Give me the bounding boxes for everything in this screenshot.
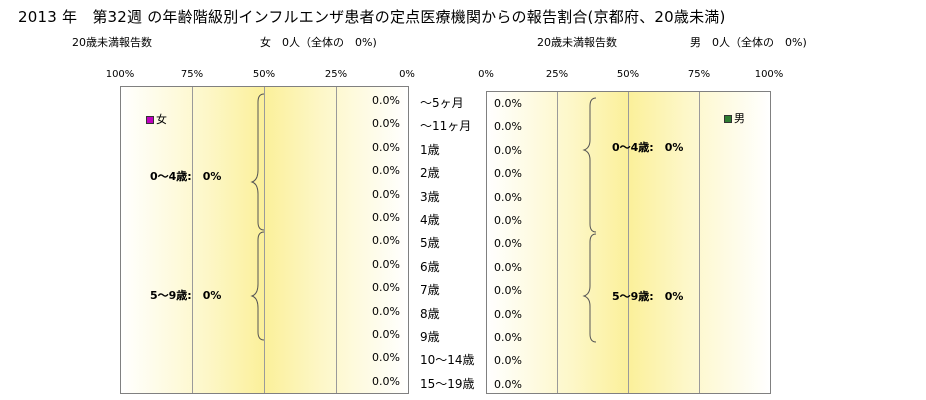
male-group-0-4: 0～4歳: 0% [612, 141, 684, 154]
male-value-label: 0.0% [494, 237, 522, 251]
male-group-5-9: 5～9歳: 0% [612, 290, 684, 303]
male-value-label: 0.0% [494, 190, 522, 204]
age-category-label: 2歳 [420, 166, 440, 181]
female-plot-area [120, 86, 409, 394]
female-x-tick: 0% [399, 69, 415, 80]
age-category-label: 9歳 [420, 330, 440, 344]
male-value-label: 0.0% [494, 167, 522, 181]
male-value-label: 0.0% [494, 260, 522, 274]
female-value-label: 0.0% [372, 164, 400, 178]
female-value-label: 0.0% [372, 187, 400, 201]
male-count-label: 20歳未満報告数 [537, 36, 617, 49]
male-x-tick: 75% [687, 69, 711, 80]
age-category-label: ～11ヶ月 [420, 119, 472, 134]
age-category-label: 6歳 [420, 259, 440, 274]
male-value-label: 0.0% [494, 120, 522, 134]
female-x-tick: 100% [105, 69, 135, 80]
female-value-label: 0.0% [372, 374, 400, 388]
female-group-0-4: 0～4歳: 0% [150, 170, 222, 183]
male-gridline [628, 92, 629, 393]
male-legend: 男 [724, 110, 745, 126]
female-group-5-9: 5～9歳: 0% [150, 289, 222, 302]
female-value-label: 0.0% [372, 140, 400, 154]
male-value-label: 0.0% [494, 97, 522, 110]
age-category-label: 10～14歳 [420, 353, 475, 368]
female-value-label: 0.0% [372, 281, 400, 295]
male-x-tick: 100% [754, 69, 784, 80]
age-category-label: 5歳 [420, 236, 440, 251]
female-age-brackets [250, 93, 265, 341]
male-x-tick: 25% [545, 69, 569, 80]
male-x-tick: 50% [616, 69, 640, 80]
female-x-tick: 50% [252, 69, 276, 80]
female-legend-label: 女 [156, 113, 167, 126]
male-value-label: 0.0% [494, 307, 522, 321]
male-summary: 男 0人（全体の 0%) [690, 36, 807, 49]
age-category-label: 7歳 [420, 283, 440, 298]
male-value-label: 0.0% [494, 354, 522, 368]
age-category-label: 8歳 [420, 306, 440, 321]
female-value-label: 0.0% [372, 117, 400, 131]
chart-title: 2013 年 第32週 の年齢階級別インフルエンザ患者の定点医療機関からの報告割… [18, 8, 726, 26]
female-value-label: 0.0% [372, 94, 400, 107]
female-gridline [264, 87, 265, 393]
age-category-label: 15～19歳 [420, 376, 475, 391]
female-x-tick: 75% [180, 69, 204, 80]
male-value-label: 0.0% [494, 284, 522, 298]
male-age-brackets [582, 97, 597, 343]
male-value-label: 0.0% [494, 214, 522, 227]
male-x-tick: 0% [478, 69, 494, 80]
age-category-label: 3歳 [420, 189, 440, 204]
male-value-label: 0.0% [494, 143, 522, 157]
female-x-tick: 25% [324, 69, 348, 80]
female-legend: 女 [146, 111, 167, 127]
female-value-label: 0.0% [372, 234, 400, 248]
male-legend-swatch [724, 115, 732, 123]
male-legend-label: 男 [734, 112, 745, 125]
female-value-label: 0.0% [372, 328, 400, 341]
female-value-label: 0.0% [372, 211, 400, 224]
male-gridline [557, 92, 558, 393]
female-gridline [192, 87, 193, 393]
female-gridline [336, 87, 337, 393]
female-value-label: 0.0% [372, 351, 400, 365]
age-category-label: 1歳 [420, 142, 440, 157]
female-value-label: 0.0% [372, 304, 400, 318]
female-value-label: 0.0% [372, 257, 400, 271]
female-summary: 女 0人（全体の 0%) [260, 36, 377, 49]
male-plot-area [486, 91, 771, 394]
male-value-label: 0.0% [494, 377, 522, 391]
age-category-label: 4歳 [420, 213, 440, 227]
female-legend-swatch [146, 116, 154, 124]
male-value-label: 0.0% [494, 331, 522, 344]
male-gridline [699, 92, 700, 393]
age-category-label: ～5ヶ月 [420, 96, 464, 110]
female-count-label: 20歳未満報告数 [72, 36, 152, 49]
